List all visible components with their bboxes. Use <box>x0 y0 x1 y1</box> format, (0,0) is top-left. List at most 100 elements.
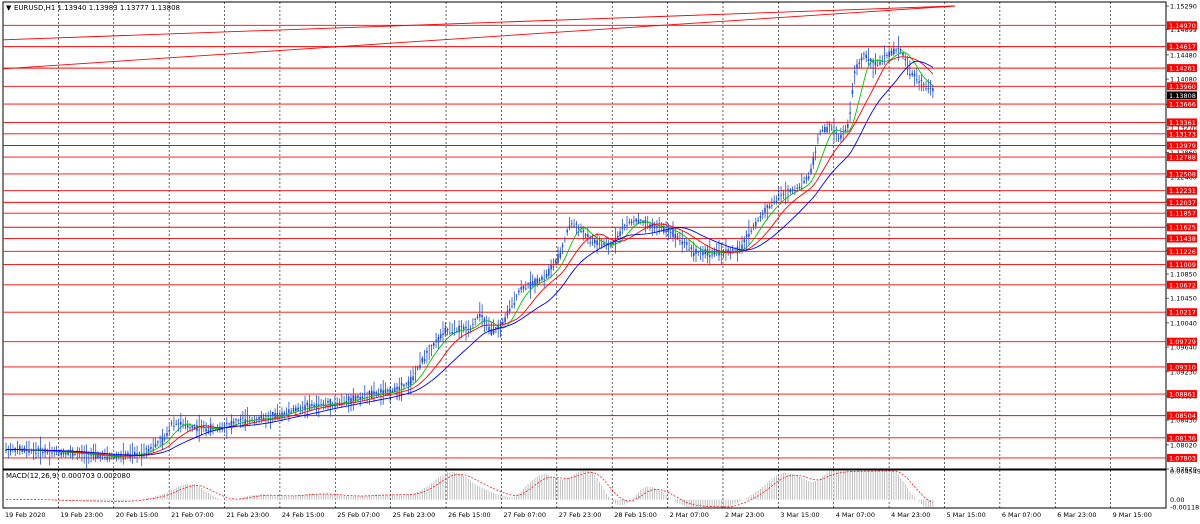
candle-body <box>927 88 930 90</box>
macd-scale: 0.004549 0.00-0.001183 <box>1170 468 1200 512</box>
candle-body <box>911 73 913 76</box>
candle-body <box>587 234 589 238</box>
collapse-triangle-icon[interactable]: ▼ <box>6 4 12 12</box>
candle-body <box>801 187 803 190</box>
candle-body <box>115 456 118 459</box>
candle-body <box>580 230 582 232</box>
candle-body <box>541 276 543 280</box>
candle-body <box>108 457 111 460</box>
candle-body <box>692 252 695 257</box>
candle-body <box>451 331 453 334</box>
level-label-bg <box>1167 100 1197 109</box>
level-lines[interactable] <box>3 24 1166 459</box>
candle-body <box>205 428 207 432</box>
price-scale-label: 1.14080 <box>1170 76 1197 84</box>
time-axis[interactable]: 19 Feb 2020 19 Feb 23:00 20 Feb 15:00 21 Fe… <box>5 511 1152 519</box>
candle-body <box>97 453 99 458</box>
candle-body <box>899 49 902 52</box>
candle-body <box>37 447 39 449</box>
candle-body <box>177 423 180 425</box>
candle-body <box>138 452 141 454</box>
candle-body <box>870 58 872 62</box>
candle-body <box>771 205 773 207</box>
time-label: 2 Mar 23:00 <box>725 511 764 519</box>
candle-body <box>301 407 304 409</box>
candle-body <box>51 452 53 454</box>
candle-body <box>725 250 727 251</box>
level-label-bg <box>1167 260 1197 269</box>
candle-body <box>619 231 621 237</box>
candle-body <box>865 54 867 59</box>
candle-body <box>607 245 610 247</box>
candle-body <box>145 448 148 450</box>
candle-body <box>299 407 302 409</box>
trendline[interactable] <box>2 5 956 41</box>
candle-body <box>649 224 651 229</box>
candle-body <box>895 49 897 51</box>
candle-body <box>918 81 920 83</box>
time-label: 20 Feb 15:00 <box>116 511 159 519</box>
candle-body <box>207 430 210 432</box>
candle-body <box>847 123 849 128</box>
candle-body <box>253 421 256 422</box>
candle-body <box>805 177 808 180</box>
svg-text:1.13808: 1.13808 <box>1169 92 1196 100</box>
candle-body <box>223 424 226 426</box>
candle-body <box>591 242 594 244</box>
candle-body <box>439 334 442 339</box>
candle-body <box>564 239 566 241</box>
level-label: 1.12788 <box>1169 154 1196 162</box>
candle-body <box>5 449 7 452</box>
candle-body <box>288 409 290 414</box>
vertical-grid <box>58 2 1111 508</box>
candle-body <box>444 327 447 334</box>
candle-body <box>798 186 801 189</box>
candle-body <box>276 413 279 418</box>
candle-body <box>835 132 838 134</box>
candle-body <box>759 216 762 218</box>
candle-body <box>295 407 297 412</box>
candle-body <box>476 316 479 318</box>
candle-body <box>320 403 322 405</box>
candle-body <box>235 419 237 421</box>
candle-body <box>858 62 861 65</box>
level-label: 1.11009 <box>1169 261 1196 269</box>
candle-body <box>598 243 601 245</box>
level-label: 1.13361 <box>1169 119 1196 127</box>
candle-body <box>573 225 575 227</box>
candle-body <box>922 84 925 86</box>
candle-body <box>840 134 842 139</box>
level-label: 1.10217 <box>1169 309 1196 317</box>
time-label: 27 Feb 07:00 <box>503 511 546 519</box>
candle-body <box>334 404 336 406</box>
candle-body <box>736 246 739 254</box>
candle-body <box>389 388 391 394</box>
candle-body <box>357 395 359 398</box>
candle-body <box>561 244 564 248</box>
candle-body <box>566 230 568 233</box>
candle-body <box>191 425 194 428</box>
candle-body <box>350 398 352 404</box>
macd-scale-label: -0.001183 <box>1170 504 1200 512</box>
candle-body <box>812 156 815 165</box>
macd-signal-line <box>6 470 934 508</box>
candle-body <box>511 305 513 307</box>
time-label: 27 Feb 23:00 <box>559 511 602 519</box>
candle-body <box>364 393 366 396</box>
candle-body <box>828 124 831 126</box>
symbol-info: EURUSD,H1 1.13940 1.13983 1.13777 1.1380… <box>14 4 180 12</box>
trendline[interactable] <box>2 5 956 70</box>
candle-body <box>589 242 591 244</box>
candle-body <box>538 279 541 282</box>
candle-body <box>361 396 364 398</box>
candle-body <box>414 373 417 374</box>
candle-body <box>916 79 918 81</box>
trendlines[interactable] <box>2 5 956 70</box>
candle-body <box>752 224 755 226</box>
level-label-bg <box>1167 453 1197 462</box>
candle-body <box>269 415 272 417</box>
candle-body <box>430 345 433 347</box>
candle-body <box>623 224 626 226</box>
candle-body <box>290 411 292 413</box>
